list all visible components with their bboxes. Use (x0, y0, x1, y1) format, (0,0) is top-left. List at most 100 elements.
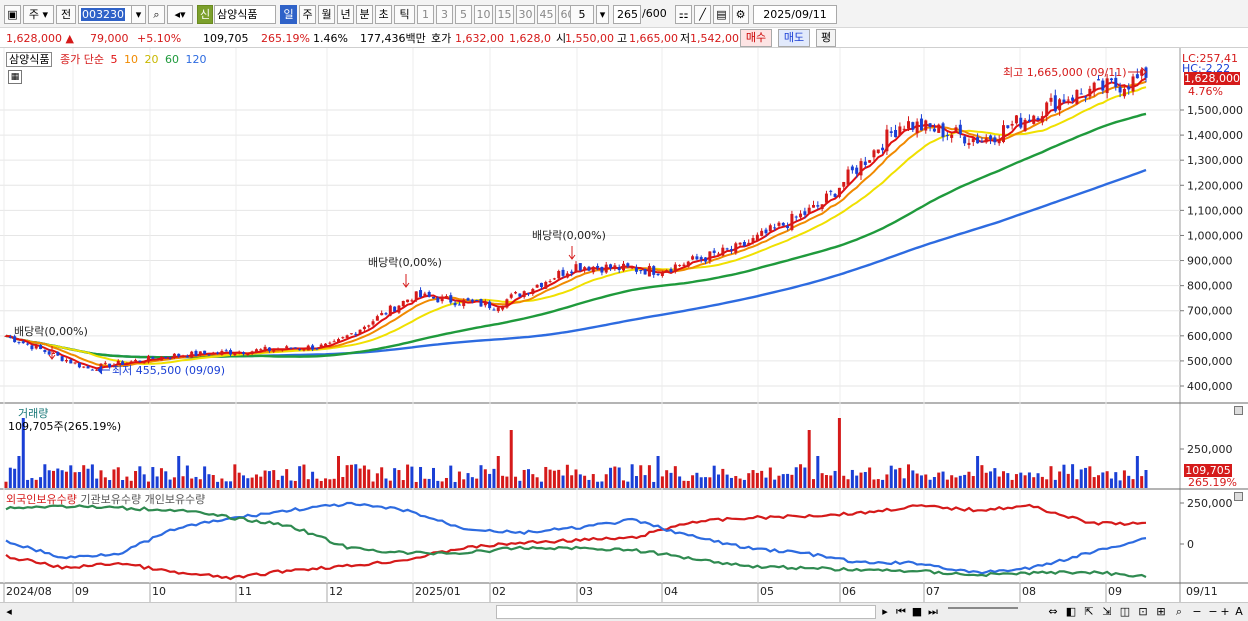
scroll-thumb[interactable] (496, 605, 876, 619)
interval-45[interactable]: 45 (537, 5, 556, 24)
rewind-icon[interactable]: ⏮ (896, 605, 906, 618)
zoom-icon[interactable]: ⌕ (1175, 605, 1183, 618)
zoom-slider[interactable] (948, 607, 1018, 609)
interval-30[interactable]: 30 (516, 5, 535, 24)
sell-button[interactable]: 매도 (778, 29, 810, 47)
stock-chart-svg[interactable]: 1,500,000 1,400,000 1,300,000 1,200,000 1,10… (0, 48, 1248, 608)
legend-ma-10[interactable]: 10 (120, 53, 138, 66)
candle-body (483, 301, 487, 306)
period-minute[interactable]: 분 (356, 5, 373, 24)
candle-body (1027, 119, 1031, 122)
price-tick-label: 1,000,000 (1187, 229, 1243, 242)
period-tick[interactable]: 틱 (394, 5, 415, 24)
save-icon[interactable]: ▤ (713, 5, 730, 24)
x-tick-label: 2024/08 (6, 585, 52, 598)
scroll-right-icon[interactable]: ▸ (882, 605, 888, 618)
high-price: 1,665,00 (629, 32, 678, 45)
interval-dropdown-icon[interactable]: ▾ (596, 5, 609, 24)
window-menu-icon[interactable]: ▣ (4, 5, 21, 24)
period-year[interactable]: 년 (337, 5, 354, 24)
tool-icon-5[interactable]: ⊡ (1138, 605, 1148, 618)
legend-stock-name[interactable]: 삼양식품 (6, 52, 53, 67)
interval-3[interactable]: 3 (436, 5, 453, 24)
settings-grid-icon[interactable]: ⚏ (675, 5, 692, 24)
sound-icon[interactable]: ◂▾ (167, 5, 193, 24)
count-input[interactable]: 265 (613, 5, 641, 24)
candle-body (457, 304, 461, 306)
stock-name-field[interactable]: 삼양식품 (214, 5, 276, 24)
volume-bar (47, 470, 51, 488)
period-week[interactable]: 주 (299, 5, 316, 24)
legend-ma-60[interactable]: 60 (161, 53, 179, 66)
interval-1[interactable]: 1 (417, 5, 434, 24)
period-second[interactable]: 초 (375, 5, 392, 24)
chart-area[interactable]: 1,500,000 1,400,000 1,300,000 1,200,000 1,10… (0, 48, 1248, 608)
interval-15[interactable]: 15 (495, 5, 514, 24)
volume-bar (729, 477, 733, 488)
period-type-select[interactable]: 주 ▾ (23, 5, 54, 24)
dividend-annotation-1: 배당락(0,00%) (14, 325, 88, 338)
volume-bar (781, 474, 785, 488)
turnover: 1.46% (313, 32, 348, 45)
tool-icon-4[interactable]: ◫ (1119, 605, 1131, 618)
period-day[interactable]: 일 (280, 5, 297, 24)
plus-icon[interactable]: + (1220, 605, 1230, 618)
volume-bar (203, 466, 207, 488)
candle-body (341, 337, 345, 339)
candle-body (855, 167, 859, 174)
stock-code-input[interactable]: 003230 (78, 5, 146, 24)
prev-button[interactable]: 전 (56, 5, 76, 24)
draw-tool-icon[interactable]: ╱ (694, 5, 711, 24)
candle-body (444, 296, 448, 298)
tool-icon-2[interactable]: ⇱ (1084, 605, 1094, 618)
candle-body (449, 295, 453, 303)
candle-body (1105, 78, 1109, 94)
date-input[interactable]: 2025/09/11 (753, 5, 837, 24)
volume-bar (393, 468, 397, 488)
volume-bar (850, 469, 854, 488)
volume-bar (108, 480, 112, 488)
candle-body (108, 363, 112, 368)
interval-10[interactable]: 10 (474, 5, 493, 24)
text-size-icon[interactable]: A (1235, 605, 1243, 618)
legend-ma-120[interactable]: 120 (181, 53, 207, 66)
eval-button[interactable]: 평 (816, 29, 836, 47)
volume-bar (915, 473, 919, 488)
period-month[interactable]: 월 (318, 5, 335, 24)
volume-bar (432, 467, 435, 488)
volume-bar (1088, 466, 1092, 488)
interval-select[interactable]: 5 (570, 5, 594, 24)
volume-bar (678, 476, 682, 488)
buy-button[interactable]: 매수 (740, 29, 772, 47)
minus-icon[interactable]: − (1192, 605, 1202, 618)
scroll-left-icon[interactable]: ◂ (6, 605, 12, 618)
dash-icon[interactable]: − (1208, 605, 1218, 618)
volume-close-icon[interactable] (1234, 406, 1243, 415)
search-icon[interactable]: ⌕ (148, 5, 165, 24)
candle-body (488, 301, 492, 309)
tool-icon-1[interactable]: ◧ (1065, 605, 1077, 618)
dividend-annotation-2: 배당락(0,00%) (368, 256, 442, 269)
forward-icon[interactable]: ⏭ (928, 605, 938, 618)
candle-body (812, 204, 815, 208)
volume-bar (159, 468, 163, 488)
candle-body (121, 361, 125, 365)
candle-body (678, 265, 682, 267)
gear-icon[interactable]: ⚙ (732, 5, 749, 24)
candle-body (466, 298, 470, 301)
price-tick-label: 400,000 (1187, 380, 1233, 393)
legend-ma-20[interactable]: 20 (140, 53, 159, 66)
candle-body (548, 281, 552, 283)
fit-icon[interactable]: ⇔ (1048, 605, 1058, 618)
legend-ma-5[interactable]: 5 (110, 53, 118, 66)
code-dropdown-icon[interactable]: ▾ (131, 5, 146, 24)
interval-5[interactable]: 5 (455, 5, 472, 24)
table-view-icon[interactable]: ▦ (8, 70, 22, 84)
volume-bar (43, 464, 47, 488)
volume-bar (86, 468, 90, 488)
volume-bar (1079, 469, 1083, 488)
tool-icon-3[interactable]: ⇲ (1102, 605, 1112, 618)
holdings-close-icon[interactable] (1234, 492, 1243, 501)
stop-icon[interactable]: ■ (911, 605, 923, 618)
tool-icon-6[interactable]: ⊞ (1156, 605, 1166, 618)
